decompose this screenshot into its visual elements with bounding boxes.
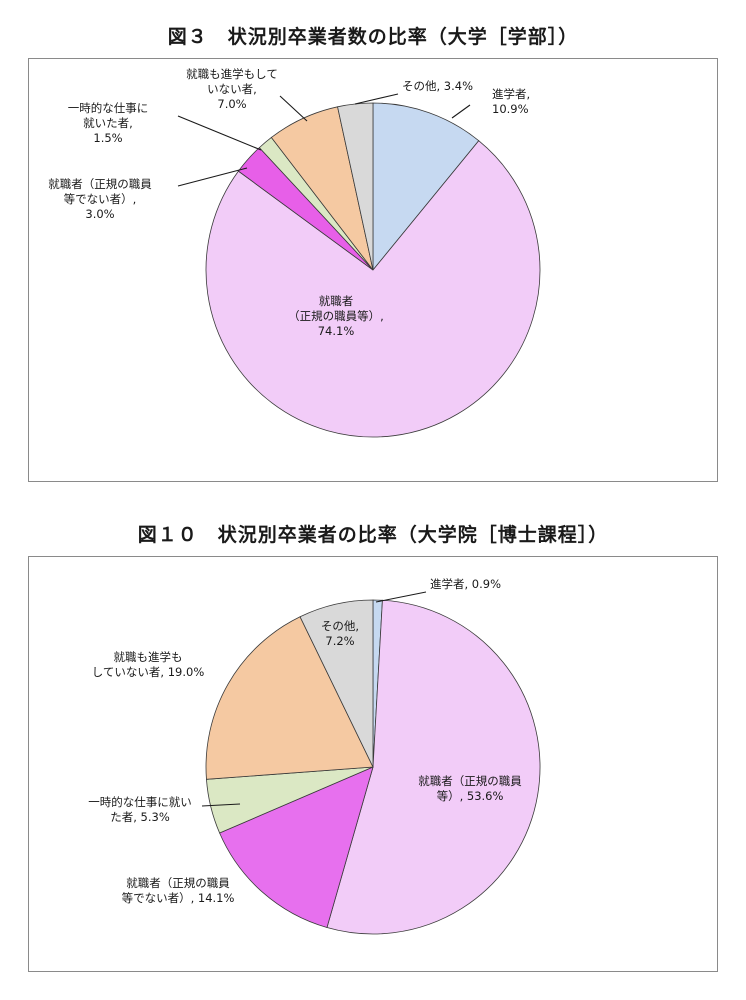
data-label: 就職者（正規の職員等でない者）, 3.0% xyxy=(48,177,152,221)
leader-line xyxy=(177,115,262,151)
pie-doctoral: 進学者, 0.9% 就職者（正規の職員等）, 53.6% 就職者（正規の職員等でない… xyxy=(88,577,541,935)
chart-title-doctoral: 図１０ 状況別卒業者の比率（大学院［博士課程］） xyxy=(137,524,609,546)
data-label: 就職者（正規の職員等でない者）, 14.1% xyxy=(122,876,235,905)
data-label: 就職者（正規の職員等）, 53.6% xyxy=(418,774,522,803)
leader-line xyxy=(279,95,308,122)
pie-undergraduate: 進学者, 10.9% 就職者（正規の職員等）, 74.1% 就職者（正規の職員等でない者… xyxy=(48,67,541,438)
chart-title-undergraduate: 図３ 状況別卒業者数の比率（大学［学部］） xyxy=(167,26,579,48)
pie-slice xyxy=(219,766,374,929)
pie-slice xyxy=(372,102,480,272)
data-label: 就職者（正規の職員等）, 74.1% xyxy=(288,294,384,338)
leader-line xyxy=(201,803,241,807)
data-label: その他, 3.4% xyxy=(402,79,473,93)
data-label: 一時的な仕事に就いた者, 5.3% xyxy=(88,795,192,824)
data-label: 進学者, 10.9% xyxy=(492,87,530,116)
leader-line xyxy=(451,104,471,119)
data-label: 就職も進学もしていない者, 7.0% xyxy=(186,67,278,111)
data-label: その他, 7.2% xyxy=(321,619,359,648)
data-label: 一時的な仕事に就いた者, 1.5% xyxy=(68,101,149,145)
pie-slice xyxy=(326,599,541,935)
leader-line xyxy=(375,591,427,603)
data-label: 就職も進学もしていない者, 19.0% xyxy=(92,650,205,679)
pie-slice xyxy=(205,616,374,780)
leader-line xyxy=(177,167,248,187)
pie-slice xyxy=(205,140,541,438)
data-label: 進学者, 0.9% xyxy=(430,577,501,591)
pie-slice xyxy=(299,599,374,768)
leader-line xyxy=(354,93,399,105)
